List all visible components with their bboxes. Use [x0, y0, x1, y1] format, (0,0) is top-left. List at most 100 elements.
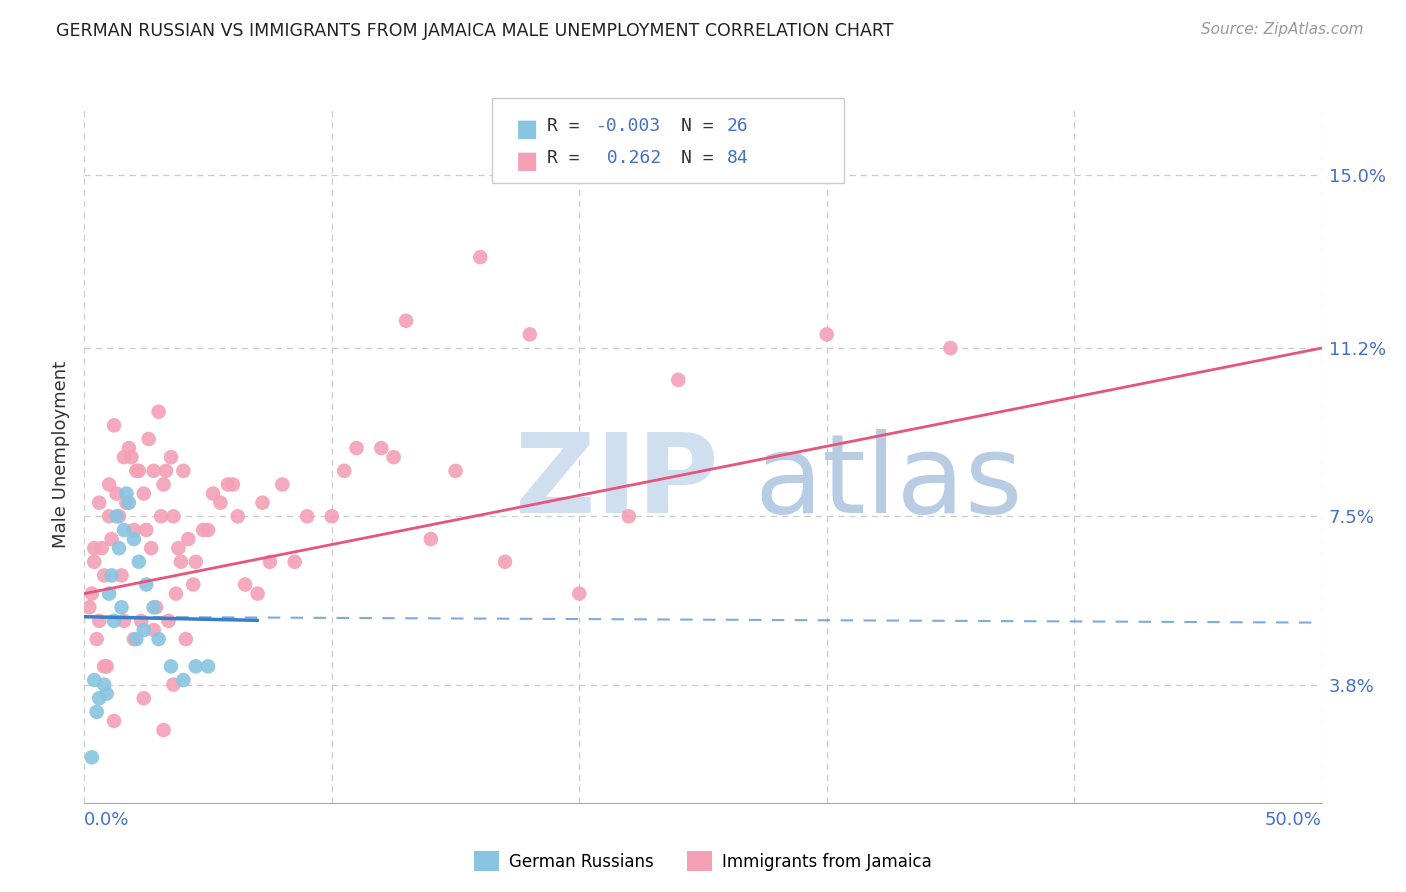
Point	[129, 614, 152, 628]
Point	[172, 464, 194, 478]
Point	[271, 477, 294, 491]
Point	[103, 418, 125, 433]
Point	[167, 541, 190, 556]
Point	[112, 614, 135, 628]
Point	[152, 723, 174, 737]
Point	[96, 687, 118, 701]
Point	[108, 509, 131, 524]
Text: 84: 84	[727, 149, 748, 167]
Text: ■: ■	[516, 149, 538, 173]
Point	[79, 600, 101, 615]
Point	[112, 450, 135, 465]
Point	[209, 496, 232, 510]
Point	[132, 691, 155, 706]
Point	[246, 586, 269, 600]
Point	[226, 509, 249, 524]
Point	[162, 509, 184, 524]
Point	[174, 632, 197, 646]
Point	[89, 691, 111, 706]
Text: R =: R =	[547, 149, 591, 167]
Point	[197, 523, 219, 537]
Point	[170, 555, 193, 569]
Point	[120, 450, 142, 465]
Point	[177, 532, 200, 546]
Point	[122, 523, 145, 537]
Point	[346, 441, 368, 455]
Text: 50.0%: 50.0%	[1265, 811, 1322, 829]
Point	[98, 586, 121, 600]
Text: R =: R =	[547, 117, 591, 135]
Point	[80, 750, 103, 764]
Text: Source: ZipAtlas.com: Source: ZipAtlas.com	[1201, 22, 1364, 37]
Point	[89, 496, 111, 510]
Point	[98, 477, 121, 491]
Point	[83, 541, 105, 556]
Point	[333, 464, 356, 478]
Point	[90, 541, 112, 556]
Text: atlas: atlas	[755, 429, 1022, 536]
Point	[118, 496, 141, 510]
Point	[135, 577, 157, 591]
Point	[115, 496, 138, 510]
Point	[115, 486, 138, 500]
Point	[395, 314, 418, 328]
Point	[284, 555, 307, 569]
Point	[184, 659, 207, 673]
Point	[122, 532, 145, 546]
Point	[110, 568, 132, 582]
Point	[382, 450, 405, 465]
Point	[470, 250, 492, 264]
Point	[128, 555, 150, 569]
Point	[160, 659, 183, 673]
Point	[172, 673, 194, 687]
Point	[138, 432, 160, 446]
Point	[142, 600, 165, 615]
Point	[148, 405, 170, 419]
Point	[295, 509, 318, 524]
Point	[197, 659, 219, 673]
Point	[217, 477, 239, 491]
Point	[150, 509, 173, 524]
Text: ■: ■	[516, 117, 538, 141]
Point	[100, 568, 122, 582]
Point	[494, 555, 516, 569]
Point	[191, 523, 214, 537]
Point	[259, 555, 281, 569]
Point	[132, 623, 155, 637]
Point	[125, 464, 148, 478]
Point	[519, 327, 541, 342]
Text: ZIP: ZIP	[515, 429, 718, 536]
Point	[148, 632, 170, 646]
Point	[162, 677, 184, 691]
Point	[370, 441, 392, 455]
Point	[160, 450, 183, 465]
Point	[100, 532, 122, 546]
Y-axis label: Male Unemployment: Male Unemployment	[52, 361, 70, 549]
Point	[419, 532, 441, 546]
Point	[93, 677, 115, 691]
Point	[86, 705, 108, 719]
Point	[103, 614, 125, 628]
Point	[145, 600, 167, 615]
Point	[321, 509, 343, 524]
Point	[141, 541, 163, 556]
Point	[86, 632, 108, 646]
Point	[815, 327, 838, 342]
Point	[252, 496, 274, 510]
Point	[110, 600, 132, 615]
Text: 0.262: 0.262	[596, 149, 661, 167]
Point	[132, 486, 155, 500]
Point	[152, 477, 174, 491]
Point	[125, 632, 148, 646]
Point	[83, 555, 105, 569]
Point	[93, 568, 115, 582]
Legend: German Russians, Immigrants from Jamaica: German Russians, Immigrants from Jamaica	[467, 845, 939, 878]
Text: 26: 26	[727, 117, 748, 135]
Point	[181, 577, 204, 591]
Text: N =: N =	[681, 117, 724, 135]
Point	[135, 523, 157, 537]
Point	[202, 486, 225, 500]
Point	[142, 623, 165, 637]
Text: N =: N =	[681, 149, 724, 167]
Point	[157, 614, 180, 628]
